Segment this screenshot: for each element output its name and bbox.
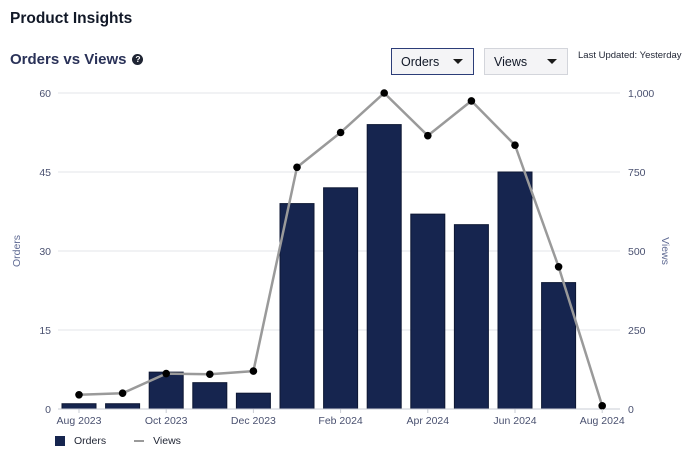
x-tick-label: Aug 2024 <box>580 415 625 427</box>
y-tick-label-left: 0 <box>45 404 51 416</box>
views-point-may-2024 <box>467 97 476 105</box>
bar-may-2024 <box>453 224 489 410</box>
bar-feb-2024 <box>323 187 359 410</box>
bar-apr-2024 <box>410 213 446 410</box>
legend-swatch-views <box>134 440 145 442</box>
bar-dec-2023 <box>235 392 271 410</box>
views-point-nov-2023 <box>206 370 214 379</box>
legend-label-orders: Orders <box>74 435 107 447</box>
primary-metric-dropdown[interactable]: Orders <box>391 48 474 75</box>
y-tick-label-left: 30 <box>39 246 51 258</box>
x-tick-label: Aug 2023 <box>57 415 102 427</box>
section-title: Orders vs Views ? <box>10 51 144 68</box>
bar-sep-2023 <box>105 403 141 410</box>
legend-item-orders[interactable]: Orders <box>55 435 106 447</box>
bar-aug-2023 <box>61 403 97 410</box>
y-tick-label-left: 45 <box>39 167 51 179</box>
bar-mar-2024 <box>366 124 402 410</box>
caret-down-icon <box>453 59 463 64</box>
orders-views-chart: 0 0 15 250 30 500 45 750 60 1,000 Orders Views Aug 2… <box>11 88 671 427</box>
x-tick-label: Feb 2024 <box>318 415 363 427</box>
y-axis-title-left: Orders <box>11 235 23 267</box>
section-title-text: Orders vs Views <box>10 51 127 68</box>
x-tick-label: Jun 2024 <box>493 415 536 427</box>
views-point-aug-2023 <box>75 390 83 399</box>
y-tick-label-left: 15 <box>39 325 51 337</box>
bar-jan-2024 <box>279 203 315 410</box>
page-title: Product Insights <box>10 10 133 27</box>
views-point-jun-2024 <box>511 141 519 149</box>
views-point-dec-2023 <box>249 367 258 375</box>
views-point-oct-2023 <box>162 369 170 378</box>
last-updated-text: Last Updated: Yesterday <box>578 50 682 61</box>
views-point-feb-2024 <box>336 128 345 137</box>
legend-swatch-orders <box>55 436 65 446</box>
y-tick-label-right: 500 <box>628 246 646 258</box>
secondary-metric-value: Views <box>494 54 528 69</box>
legend-item-views[interactable]: Views <box>134 435 181 447</box>
question-circle-icon[interactable]: ? <box>132 54 144 65</box>
x-tick-label: Oct 2023 <box>145 415 188 427</box>
primary-metric-value: Orders <box>401 54 440 69</box>
secondary-metric-dropdown[interactable]: Views <box>484 48 568 75</box>
y-tick-label-right: 1,000 <box>628 88 654 100</box>
caret-down-icon <box>547 59 557 64</box>
y-axis-title-right: Views <box>659 237 671 265</box>
y-tick-label-right: 0 <box>628 404 634 416</box>
y-tick-label-left: 60 <box>39 88 51 100</box>
y-tick-label-right: 250 <box>628 325 646 337</box>
views-point-jan-2024 <box>293 163 301 172</box>
legend-label-views: Views <box>153 435 181 447</box>
x-tick-label: Dec 2023 <box>231 415 276 427</box>
views-point-apr-2024 <box>424 131 432 140</box>
chart-legend: Orders Views <box>55 435 209 447</box>
views-point-mar-2024 <box>380 89 389 97</box>
views-point-aug-2024 <box>598 402 606 410</box>
bar-jun-2024 <box>497 171 533 410</box>
views-point-sep-2023 <box>118 389 127 398</box>
x-tick-label: Apr 2024 <box>406 415 449 427</box>
y-tick-label-right: 750 <box>628 167 646 179</box>
bar-nov-2023 <box>192 382 228 410</box>
views-point-jul-2024 <box>554 263 563 271</box>
